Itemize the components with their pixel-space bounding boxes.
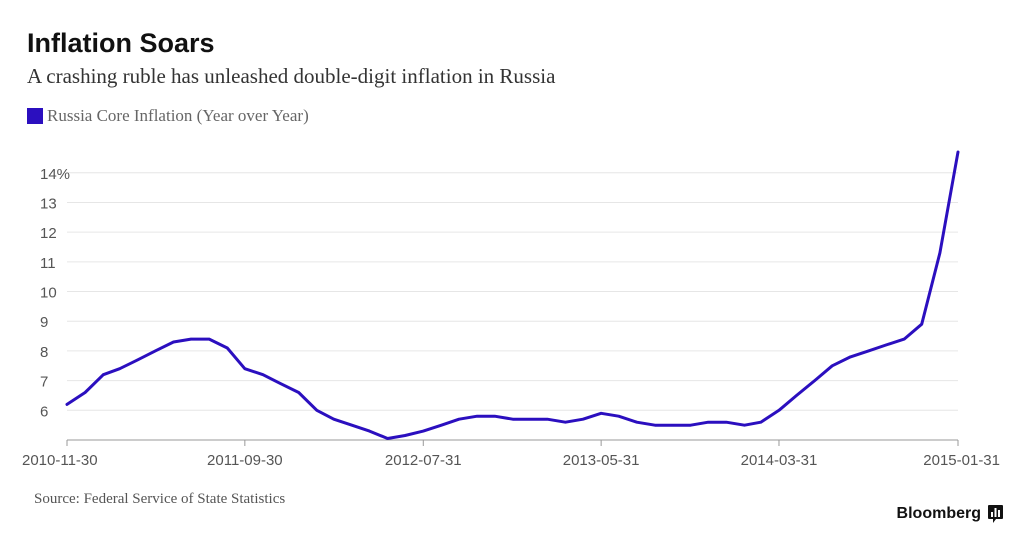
data-point [795,394,798,397]
x-tick-label: 2011-09-30 [207,452,283,469]
data-point [102,373,105,376]
data-point [529,418,533,421]
legend: Russia Core Inflation (Year over Year) [27,106,309,126]
data-point [956,150,960,154]
data-point [189,337,193,341]
data-point [689,423,692,427]
data-point [884,343,888,347]
y-tick-label: 12 [40,225,57,242]
data-point [777,409,781,412]
data-point [83,391,87,394]
y-tick-label: 11 [40,255,56,272]
data-point [243,367,247,370]
data-point [440,423,443,427]
data-point [315,409,319,412]
data-point [867,349,870,353]
x-tick-label: 2015-01-31 [923,452,1000,469]
data-point [725,420,728,424]
data-point [581,418,585,421]
data-point [65,403,69,406]
series-line-russia-core-inflation [65,150,960,440]
data-point [368,429,371,433]
data-point [350,423,354,427]
data-point [671,423,674,427]
data-point [902,337,906,341]
data-point [386,437,389,440]
data-point [813,379,816,382]
data-point [493,415,496,418]
data-point [118,367,121,370]
y-tick-label: 10 [40,285,57,302]
grid-lines [67,172,958,411]
y-axis: 6 7 8 9 10 11 12 13 14% [40,166,70,421]
data-point [617,415,620,418]
data-point [154,349,157,353]
chart-title: Inflation Soars [27,28,215,58]
data-point [743,423,746,427]
legend-label: Russia Core Inflation (Year over Year) [47,106,309,125]
data-point [457,418,461,421]
x-axis: 2010-11-30 2011-09-30 2012-07-31 2013-05-31… [22,439,1000,469]
data-point [261,373,265,376]
data-point [599,412,603,415]
bloomberg-terminal-icon [988,505,1003,523]
chart-subtitle: A crashing ruble has unleashed double-di… [27,64,556,88]
data-point [422,429,425,433]
data-point [920,323,923,326]
y-tick-label: 14% [40,166,70,183]
x-tick-label: 2012-07-31 [385,452,462,469]
data-point [136,358,139,362]
data-point [635,420,639,424]
source-note: Source: Federal Service of State Statist… [34,491,286,507]
data-point [831,364,834,367]
data-point [403,434,407,437]
data-point [546,418,549,421]
data-point [706,420,710,424]
y-tick-label: 7 [40,374,48,391]
data-point [279,382,282,385]
x-tick-label: 2010-11-30 [22,452,98,469]
x-tick-label: 2014-03-31 [741,452,818,469]
data-point [511,418,514,421]
brand-name: Bloomberg [896,505,981,522]
legend-swatch [27,108,43,124]
data-point [849,355,852,359]
data-point [297,391,300,394]
data-point [226,346,229,350]
data-point [332,418,335,421]
data-point [759,420,763,424]
x-tick-label: 2013-05-31 [563,452,640,469]
data-point [207,337,211,341]
data-point [475,415,479,418]
data-point [172,340,175,344]
data-point [938,251,942,255]
y-tick-label: 9 [40,314,48,331]
series-layer [65,150,960,440]
data-point [564,420,567,424]
y-tick-label: 13 [40,195,57,212]
data-point [653,423,657,427]
brand-logo: Bloomberg [897,504,1004,524]
y-tick-label: 6 [40,403,48,420]
y-tick-label: 8 [40,344,48,361]
